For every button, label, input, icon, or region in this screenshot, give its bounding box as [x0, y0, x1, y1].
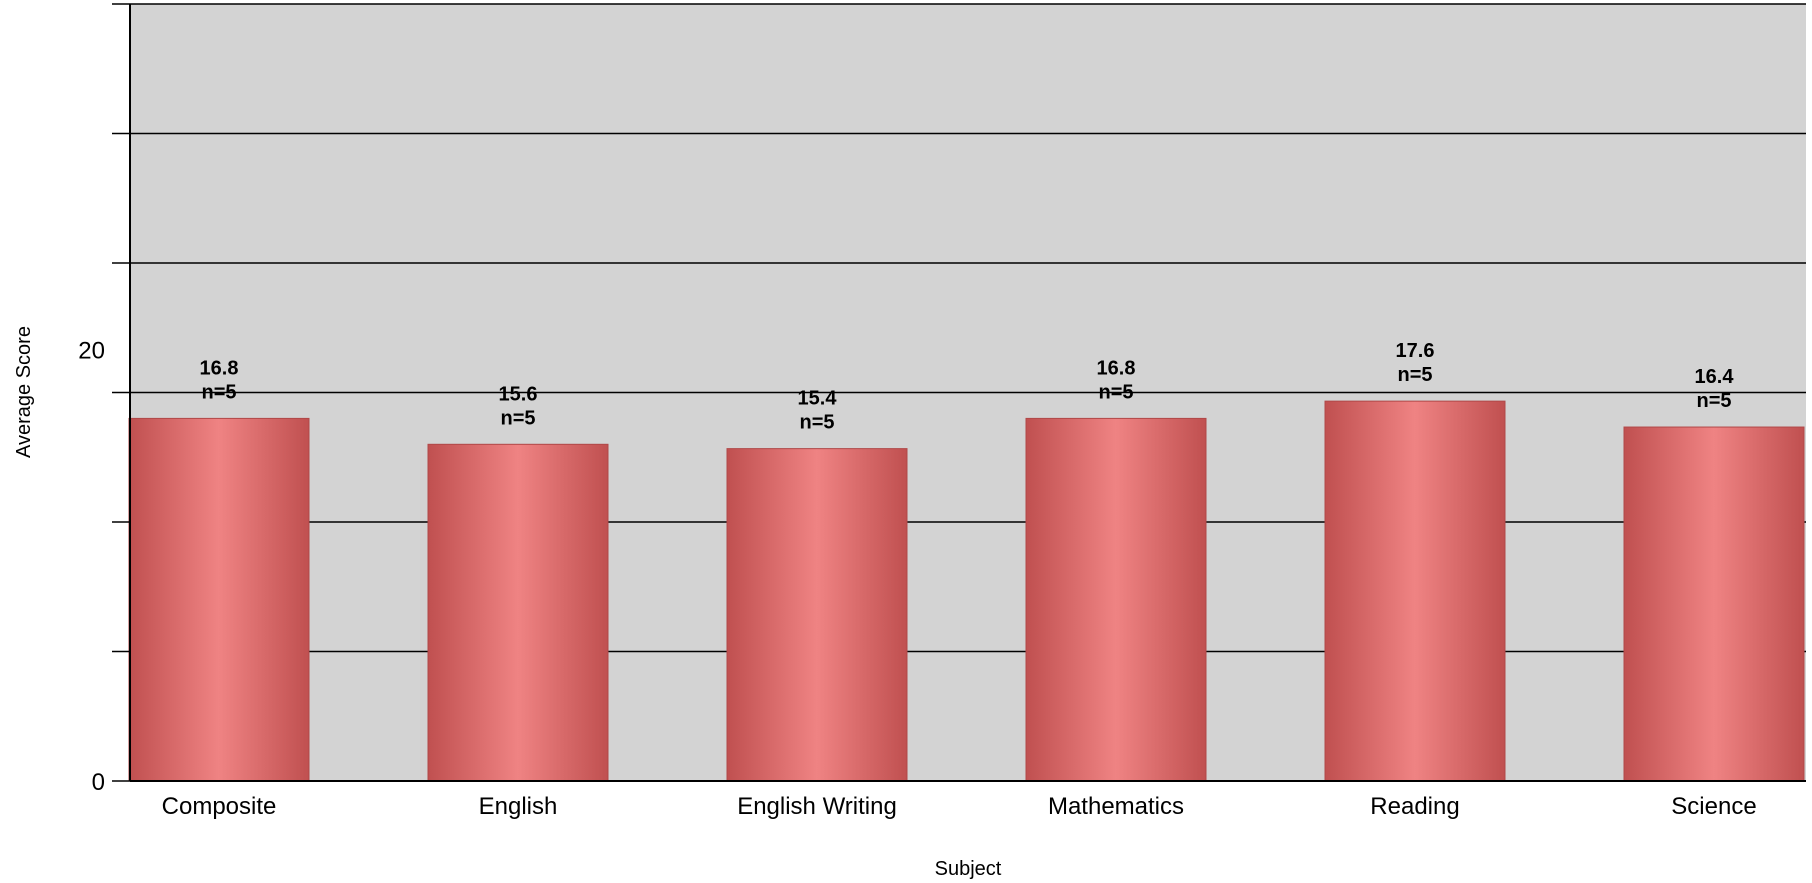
labels: 16.8n=5Composite15.6n=5English15.4n=5Eng… [78, 337, 1756, 820]
x-tick-label: English [479, 793, 558, 820]
data-label-value: 15.6 [499, 383, 538, 405]
y-tick-label: 20 [78, 337, 105, 364]
bar-english [427, 443, 609, 782]
data-label-value: 16.8 [200, 357, 239, 379]
x-axis-title: Subject [935, 858, 1002, 880]
data-label-value: 16.8 [1097, 357, 1136, 379]
bar-english-writing [726, 448, 908, 782]
data-label-count: n=5 [201, 381, 236, 403]
x-tick-label: Reading [1370, 793, 1459, 820]
bar-mathematics [1025, 417, 1207, 782]
x-tick-label: English Writing [737, 793, 897, 820]
axes [112, 3, 1806, 782]
bar-composite [128, 417, 310, 782]
data-label-count: n=5 [1098, 381, 1133, 403]
data-label-value: 15.4 [798, 388, 838, 410]
bar-science [1623, 426, 1805, 782]
data-label-count: n=5 [500, 407, 535, 429]
gridlines [130, 3, 1806, 653]
data-label-count: n=5 [1397, 364, 1432, 386]
x-tick-label: Mathematics [1048, 793, 1184, 820]
x-tick-label: Science [1671, 793, 1756, 820]
data-label-value: 16.4 [1695, 366, 1735, 388]
data-label-count: n=5 [799, 412, 834, 434]
data-label-value: 17.6 [1396, 340, 1435, 362]
y-axis-title: Average Score [13, 326, 35, 458]
bar-reading [1324, 400, 1506, 782]
bars [128, 400, 1805, 782]
data-label-count: n=5 [1696, 390, 1731, 412]
y-tick-label: 0 [92, 769, 105, 796]
x-tick-label: Composite [162, 793, 277, 820]
